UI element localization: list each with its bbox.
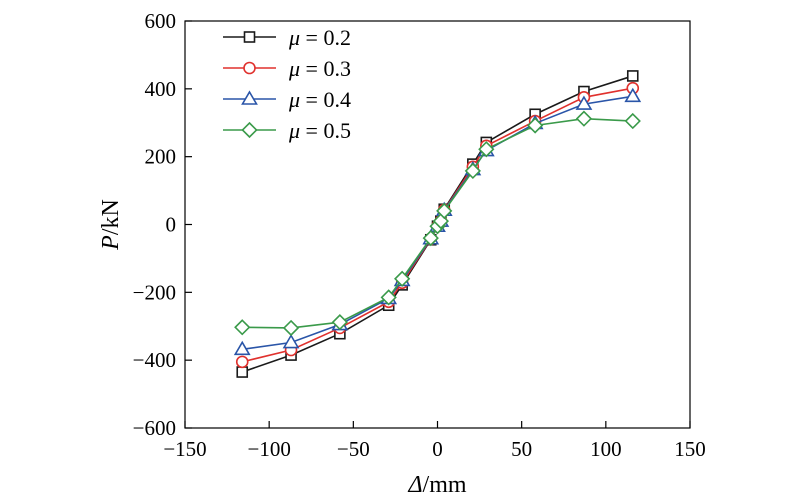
legend-label: μ = 0.3 [288,56,351,81]
data-point-triangle [282,333,300,349]
legend-symbol: μ [288,87,300,112]
data-point-square [236,366,249,378]
x-tick-label: 100 [590,437,622,461]
data-point-triangle [575,95,593,110]
data-point-diamond [478,141,495,158]
y-tick-label: 200 [145,145,177,169]
y-tick-label: −400 [133,348,176,372]
x-tick-label: 50 [511,437,532,461]
data-point-diamond [464,162,481,180]
data-point-triangle [233,340,251,356]
y-axis-label: P/kN [98,199,124,251]
data-point-diamond [380,289,397,306]
legend-symbol: μ [288,56,300,81]
series-4 [234,110,641,337]
y-axis-symbol: P [98,235,124,251]
legend-marker-square [243,31,256,43]
legend-value: = 0.3 [300,56,351,81]
data-point-diamond [624,112,641,130]
x-axis-ticks: −150 −100 −50 0 50 100 150 [163,421,706,461]
data-point-diamond [575,110,593,127]
x-axis-label: Δ/mm [407,472,466,498]
data-point-diamond [394,270,411,287]
data-point-diamond [422,229,439,247]
y-tick-label: 400 [145,77,177,101]
legend-label: μ = 0.4 [288,87,351,112]
series-layer [233,70,642,378]
x-tick-label: 150 [674,437,706,461]
legend: μ = 0.2μ = 0.3μ = 0.4μ = 0.5 [223,25,351,143]
x-tick-label: −50 [337,437,370,461]
x-axis-unit: /mm [423,472,467,498]
data-point-circle [235,355,249,369]
legend-value: = 0.4 [300,87,351,112]
data-point-triangle [624,87,642,103]
legend-marker-circle [243,61,256,75]
legend-label: μ = 0.5 [288,118,351,143]
data-point-square [626,70,639,82]
legend-value: = 0.5 [300,118,351,143]
data-point-diamond [282,319,300,337]
legend-symbol: μ [288,25,300,50]
x-axis-symbol: Δ [407,472,422,498]
legend-symbol: μ [288,118,300,143]
x-tick-label: 0 [432,437,443,461]
y-tick-label: 600 [145,9,177,33]
legend-label: μ = 0.2 [288,25,351,50]
y-tick-label: −600 [133,416,176,440]
legend-marker-triangle [241,90,258,105]
y-tick-label: −200 [133,280,176,304]
x-tick-label: −100 [247,437,290,461]
y-axis-unit: /kN [98,199,124,235]
data-point-diamond [234,319,251,336]
data-point-diamond [331,314,348,331]
data-point-diamond [527,117,544,134]
legend-item: μ = 0.3 [223,56,351,81]
legend-item: μ = 0.5 [223,118,351,143]
data-point-diamond [436,202,453,220]
legend-item: μ = 0.4 [223,87,351,112]
legend-item: μ = 0.2 [223,25,351,50]
x-tick-label: −150 [163,437,206,461]
legend-value: = 0.2 [300,25,351,50]
y-axis-ticks: −600 −400 −200 0 200 400 600 [133,9,192,440]
y-tick-label: 0 [166,213,177,237]
legend-marker-diamond [241,121,258,139]
